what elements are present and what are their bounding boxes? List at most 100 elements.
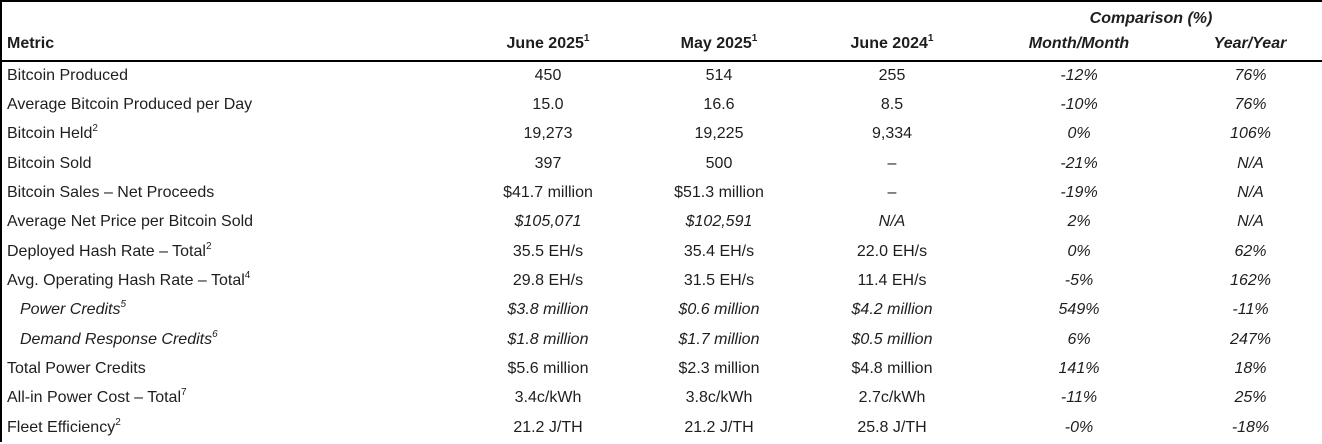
column-header-june-2025: June 20251 — [462, 31, 634, 62]
metric-value: 35.5 EH/s — [512, 242, 584, 260]
column-header-label: May 2025 — [680, 35, 752, 52]
metric-label: Power Credits — [20, 301, 121, 319]
metric-cell: Fleet Efficiency2 — [1, 413, 462, 442]
metric-value: 3.4c/kWh — [514, 389, 582, 407]
comparison-value: 141% — [1058, 360, 1100, 378]
metric-cell: Bitcoin Sales – Net Proceeds — [1, 178, 462, 207]
metric-value: $0.5 million — [851, 330, 933, 348]
table-row: Power Credits5 $3.8 million $0.6 million $4… — [1, 296, 1322, 325]
metric-value: 11.4 EH/s — [857, 272, 927, 290]
metric-value: $0.6 million — [678, 301, 760, 319]
metric-cell: Bitcoin Sold — [1, 149, 462, 178]
metric-label: Average Bitcoin Produced per Day — [7, 96, 253, 114]
comparison-value: -18% — [1231, 418, 1270, 436]
comparison-value: 25% — [1234, 389, 1267, 407]
comparison-value: -11% — [1060, 389, 1098, 407]
metric-label: All-in Power Cost – Total — [7, 389, 181, 407]
column-header-may-2025: May 20251 — [634, 31, 804, 62]
metric-value: $1.7 million — [678, 330, 760, 348]
column-header-label: June 2025 — [506, 35, 584, 52]
footnote-marker: 2 — [92, 123, 98, 135]
metric-cell: Power Credits5 — [1, 296, 462, 325]
table-row: All-in Power Cost – Total7 3.4c/kWh 3.8c/k… — [1, 384, 1322, 413]
metric-value: 25.8 J/TH — [857, 418, 927, 436]
footnote-marker: 6 — [212, 328, 218, 340]
metric-value: 35.4 EH/s — [683, 242, 755, 260]
footnote-marker: 1 — [751, 33, 758, 44]
table-row: Bitcoin Held2 19,273 19,225 9,334 0% 106% — [1, 120, 1322, 149]
table-row: Demand Response Credits6 $1.8 million $1.7… — [1, 325, 1322, 354]
comparison-value: 2% — [1067, 213, 1091, 231]
metric-value: 514 — [705, 67, 733, 85]
comparison-value: -11% — [1232, 301, 1269, 319]
metric-cell: Avg. Operating Hash Rate – Total4 — [1, 266, 462, 295]
metric-label: Avg. Operating Hash Rate – Total — [7, 272, 245, 290]
metric-value: $51.3 million — [674, 184, 764, 202]
comparison-header-row: Comparison (%) — [1, 1, 1322, 31]
metric-value: – — [887, 184, 897, 202]
metric-value: 21.2 J/TH — [513, 418, 583, 436]
metric-value: 19,273 — [523, 125, 573, 143]
footnote-marker: 2 — [205, 240, 212, 252]
comparison-value: N/A — [1237, 184, 1264, 202]
comparison-value: 106% — [1230, 125, 1271, 143]
table-row: Bitcoin Produced 450 514 255 -12% 76% — [1, 61, 1322, 90]
comparison-value: 76% — [1234, 96, 1267, 114]
metric-label: Total Power Credits — [7, 360, 146, 378]
metric-value: $3.8 million — [507, 301, 589, 319]
comparison-value: 549% — [1058, 301, 1100, 319]
comparison-value: -10% — [1060, 96, 1098, 114]
metric-value: 500 — [705, 154, 733, 172]
metric-value: 22.0 EH/s — [856, 242, 928, 260]
table-row: Bitcoin Sold 397 500 – -21% N/A — [1, 149, 1322, 178]
metric-value: – — [887, 154, 897, 172]
metric-cell: Demand Response Credits6 — [1, 325, 462, 354]
metric-label: Bitcoin Held — [7, 125, 93, 143]
metric-value: $2.3 million — [678, 360, 760, 378]
comparison-value: -0% — [1064, 418, 1094, 436]
metric-cell: Bitcoin Held2 — [1, 120, 462, 149]
metric-value: 16.6 — [703, 96, 735, 114]
metric-value: N/A — [878, 213, 906, 231]
footnote-marker: 2 — [115, 416, 121, 428]
table-body: Bitcoin Produced 450 514 255 -12% 76% Average … — [1, 61, 1322, 442]
metric-value: 8.5 — [880, 96, 904, 114]
comparison-value: 18% — [1234, 360, 1267, 378]
comparison-value: 247% — [1230, 330, 1271, 348]
comparison-value: 62% — [1234, 242, 1267, 260]
column-header-year-year: Year/Year — [1178, 31, 1322, 62]
metric-value: 9,334 — [871, 125, 913, 143]
metric-value: $102,591 — [685, 213, 753, 231]
footnote-marker: 4 — [244, 270, 251, 282]
metric-value: 29.8 EH/s — [512, 272, 584, 290]
comparison-value: 0% — [1067, 242, 1091, 260]
header-spacer — [1, 1, 980, 31]
metric-label: Demand Response Credits — [20, 330, 213, 348]
metric-value: 15.0 — [532, 96, 564, 114]
table-row: Deployed Hash Rate – Total2 35.5 EH/s 35.4… — [1, 237, 1322, 266]
comparison-value: 0% — [1067, 125, 1091, 143]
footnote-marker: 1 — [583, 33, 590, 44]
metric-value: $5.6 million — [507, 360, 589, 378]
comparison-value: N/A — [1237, 213, 1264, 231]
table-row: Total Power Credits $5.6 million $2.3 mill… — [1, 354, 1322, 383]
metric-label: Bitcoin Sales – Net Proceeds — [7, 184, 215, 202]
metric-value: $4.2 million — [851, 301, 933, 319]
comparison-value: -21% — [1060, 154, 1098, 172]
metric-cell: Total Power Credits — [1, 354, 462, 383]
metric-cell: Average Bitcoin Produced per Day — [1, 90, 462, 119]
metric-value: 255 — [878, 67, 906, 85]
metric-value: 2.7c/kWh — [858, 389, 926, 407]
metric-label: Deployed Hash Rate – Total — [7, 242, 206, 260]
metric-label: Average Net Price per Bitcoin Sold — [7, 213, 254, 231]
metric-value: 397 — [534, 154, 562, 172]
footnote-marker: 5 — [120, 299, 127, 311]
footnote-marker: 1 — [927, 33, 934, 44]
metric-value: $1.8 million — [507, 330, 589, 348]
metric-value: 450 — [534, 67, 562, 85]
table-row: Fleet Efficiency2 21.2 J/TH 21.2 J/TH 25.8 … — [1, 413, 1322, 442]
metric-cell: Bitcoin Produced — [1, 61, 462, 90]
comparison-value: 6% — [1067, 330, 1091, 348]
comparison-value: -5% — [1064, 272, 1094, 290]
